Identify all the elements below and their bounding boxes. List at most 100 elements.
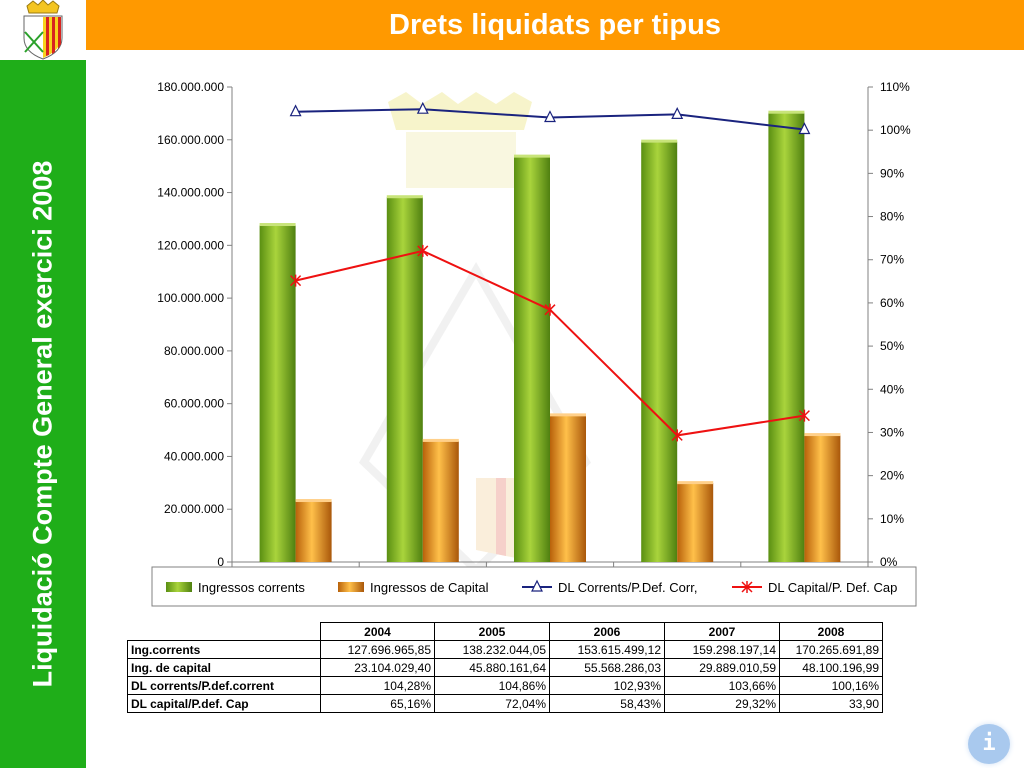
right-tick-label: 30%	[880, 425, 904, 439]
table-cell: 103,66%	[664, 676, 780, 695]
table-header-2005: 2005	[434, 622, 550, 641]
right-tick-label: 0%	[880, 555, 898, 569]
bar-ingressos-capital	[295, 501, 332, 562]
table-header-row: 2004 2005 2006 2007 2008	[127, 622, 883, 641]
left-tick-label: 140.000.000	[157, 186, 224, 200]
right-tick-label: 10%	[880, 512, 904, 526]
right-tick-label: 80%	[880, 210, 904, 224]
marker-triangle	[544, 110, 556, 123]
bar-top	[259, 223, 296, 227]
marker-star	[417, 244, 429, 257]
table-cell: 33,90	[779, 694, 883, 713]
left-tick-label: 40.000.000	[164, 449, 224, 463]
table-header-2008: 2008	[779, 622, 883, 641]
table-cell: 48.100.196,99	[779, 658, 883, 677]
table-cell: 104,86%	[434, 676, 550, 695]
bar-ingressos-corrents	[259, 225, 296, 562]
table-cell: 100,16%	[779, 676, 883, 695]
table-cell: 23.104.029,40	[320, 658, 435, 677]
right-tick-label: 110%	[880, 80, 910, 94]
table-row: Ing.corrents 127.696.965,85 138.232.044,…	[127, 640, 883, 659]
bar-top	[768, 110, 805, 114]
slide-title: Drets liquidats per tipus	[389, 9, 721, 41]
chart-legend: Ingressos corrents Ingressos de Capital DL…	[151, 566, 917, 607]
right-tick-label: 60%	[880, 296, 904, 310]
bar-top	[386, 195, 423, 199]
title-bar: Drets liquidats per tipus	[86, 0, 1024, 50]
marker-star	[798, 409, 810, 422]
left-tick-label: 100.000.000	[157, 291, 224, 305]
bar-top	[514, 154, 550, 158]
bar-top	[804, 433, 841, 437]
table-row: DL corrents/P.def.corrent 104,28% 104,86…	[127, 676, 883, 695]
table-cell: 58,43%	[549, 694, 665, 713]
marker-star	[544, 303, 556, 316]
legend-marker-triangle	[531, 579, 543, 592]
data-table: 2004 2005 2006 2007 2008 Ing.corrents 12…	[127, 622, 883, 713]
legend-swatch	[166, 582, 192, 592]
table-header-2004: 2004	[320, 622, 435, 641]
legend-label: Ingressos corrents	[198, 580, 305, 595]
row-label: DL capital/P.def. Cap	[127, 694, 321, 713]
side-title: Liquidació Compte General exercici 2008	[27, 160, 58, 688]
left-tick-label: 60.000.000	[164, 397, 224, 411]
left-tick-label: 120.000.000	[157, 238, 224, 252]
table-header-corner	[127, 622, 321, 641]
combo-chart: 0 20.000.000 40.000.000 60.000.000 80.000.00…	[151, 80, 917, 607]
table-cell: 45.880.161,64	[434, 658, 550, 677]
table-cell: 72,04%	[434, 694, 550, 713]
coat-of-arms-icon	[23, 0, 63, 60]
info-button[interactable]: i	[968, 724, 1010, 764]
bar-top	[641, 139, 678, 143]
table-cell: 104,28%	[320, 676, 435, 695]
legend-marker-star	[741, 581, 753, 593]
bar-ingressos-corrents	[514, 156, 550, 562]
info-icon: i	[982, 731, 996, 756]
bar-ingressos-capital	[422, 440, 459, 562]
bar-ingressos-corrents	[641, 141, 678, 562]
table-cell: 65,16%	[320, 694, 435, 713]
table-cell: 159.298.197,14	[664, 640, 780, 659]
bar-ingressos-capital	[550, 415, 586, 562]
marker-triangle	[416, 101, 429, 114]
table-cell: 29,32%	[664, 694, 780, 713]
table-header-2007: 2007	[664, 622, 780, 641]
bar-top	[422, 438, 459, 442]
marker-triangle	[798, 122, 811, 135]
row-label: Ing.corrents	[127, 640, 321, 659]
legend-label: DL Capital/P. Def. Cap	[768, 580, 897, 595]
marker-triangle	[671, 107, 684, 119]
legend-swatch	[338, 582, 364, 592]
table-cell: 55.568.286,03	[549, 658, 665, 677]
table-cell: 102,93%	[549, 676, 665, 695]
side-bar	[0, 60, 86, 768]
right-tick-label: 20%	[880, 469, 904, 483]
bar-top	[295, 499, 332, 503]
left-tick-label: 80.000.000	[164, 344, 224, 358]
left-tick-label: 160.000.000	[157, 133, 224, 147]
right-tick-label: 50%	[880, 339, 904, 353]
bar-top	[550, 413, 586, 417]
right-tick-label: 100%	[880, 123, 911, 137]
left-tick-label: 20.000.000	[164, 502, 224, 516]
right-tick-label: 90%	[880, 166, 904, 180]
table-cell: 153.615.499,12	[549, 640, 665, 659]
bar-ingressos-capital	[804, 435, 841, 562]
left-tick-label: 0	[217, 555, 224, 569]
table-cell: 127.696.965,85	[320, 640, 435, 659]
table-row: DL capital/P.def. Cap 65,16% 72,04% 58,4…	[127, 694, 883, 713]
logo-area	[0, 0, 86, 60]
row-label: DL corrents/P.def.corrent	[127, 676, 321, 695]
bar-ingressos-capital	[677, 483, 714, 562]
table-cell: 29.889.010,59	[664, 658, 780, 677]
legend-label: DL Corrents/P.Def. Corr,	[558, 580, 697, 595]
marker-star	[671, 429, 683, 442]
left-tick-label: 180.000.000	[157, 80, 224, 94]
marker-star	[290, 274, 302, 287]
right-tick-label: 70%	[880, 253, 904, 267]
legend-label: Ingressos de Capital	[370, 580, 489, 595]
table-header-2006: 2006	[549, 622, 665, 641]
table-cell: 170.265.691,89	[779, 640, 883, 659]
table-cell: 138.232.044,05	[434, 640, 550, 659]
right-tick-label: 40%	[880, 382, 904, 396]
